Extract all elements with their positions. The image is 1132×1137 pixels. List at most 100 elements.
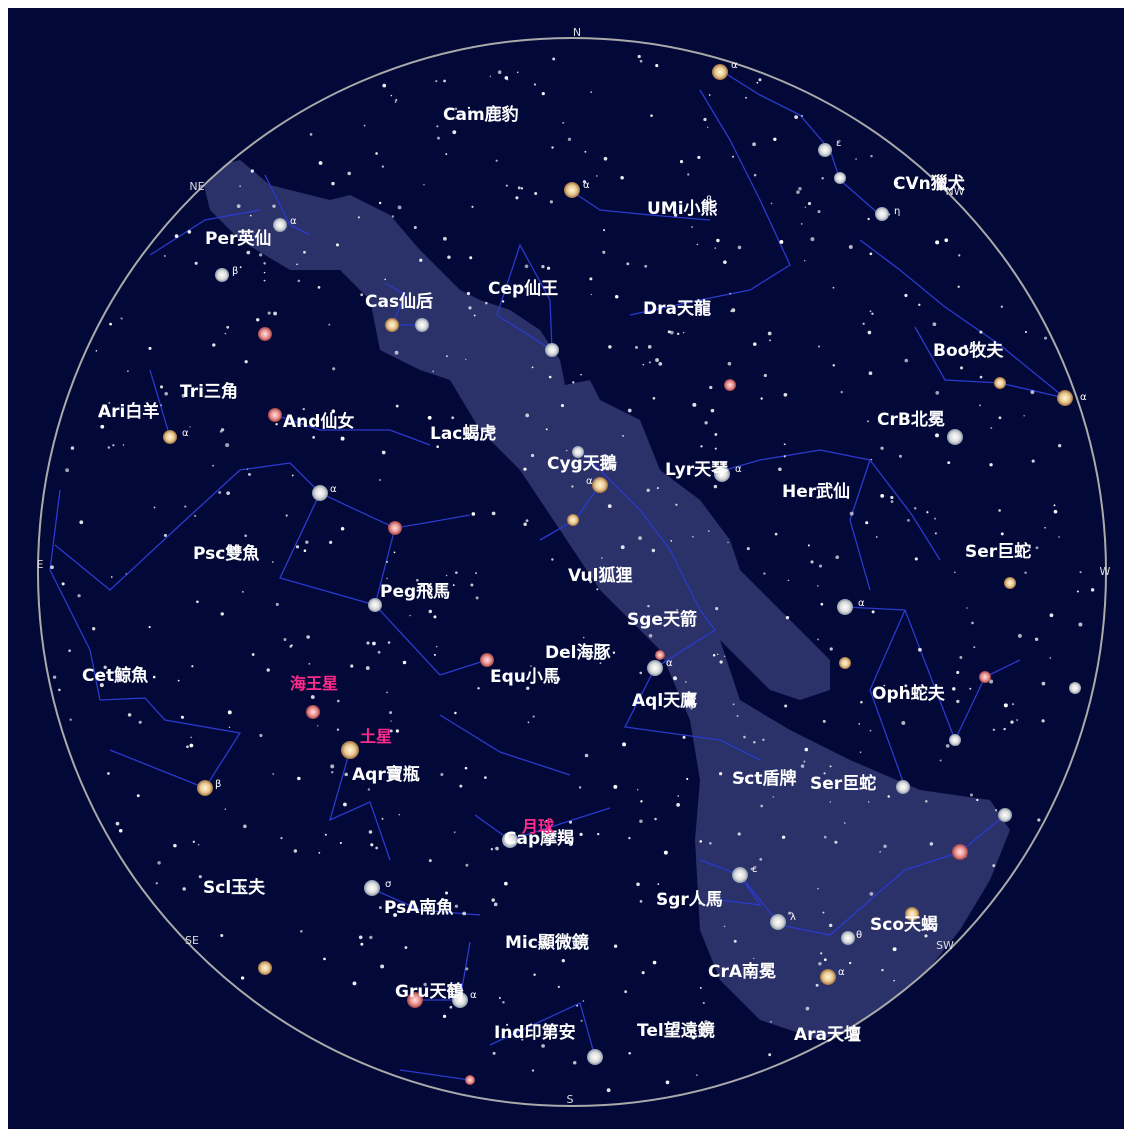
faint-star	[303, 250, 306, 254]
faint-star	[240, 976, 245, 980]
faint-star	[692, 402, 697, 407]
faint-star	[545, 428, 548, 431]
faint-star	[534, 192, 538, 195]
faint-star	[445, 355, 448, 358]
faint-star	[691, 226, 693, 228]
constellation-label: Cet鯨魚	[82, 665, 148, 686]
faint-star	[194, 514, 197, 518]
bright-star	[905, 907, 919, 921]
constellation-label: Cas仙后	[365, 291, 433, 312]
faint-star	[382, 83, 387, 88]
faint-star	[437, 136, 440, 140]
faint-star	[426, 297, 431, 301]
faint-star	[557, 985, 560, 989]
faint-star	[1044, 526, 1046, 529]
faint-star	[241, 590, 244, 593]
faint-star	[599, 657, 603, 660]
faint-star	[103, 665, 107, 669]
faint-star	[606, 1088, 611, 1093]
star-label: α	[666, 658, 673, 669]
faint-star	[767, 331, 772, 336]
faint-star	[613, 784, 618, 789]
faint-star	[939, 759, 942, 762]
faint-star	[190, 736, 192, 739]
faint-star	[719, 772, 723, 776]
faint-star	[956, 670, 960, 675]
faint-star	[582, 1000, 585, 1002]
faint-star	[122, 444, 125, 446]
faint-star	[332, 367, 336, 371]
faint-star	[723, 260, 727, 265]
faint-star	[1000, 532, 1004, 536]
faint-star	[120, 317, 123, 320]
bright-star	[952, 844, 968, 860]
faint-star	[339, 841, 342, 845]
faint-star	[163, 255, 166, 257]
faint-star	[578, 786, 582, 789]
faint-star	[310, 695, 315, 699]
bright-star	[368, 598, 382, 612]
bright-star	[273, 218, 287, 232]
constellation-label: Sct盾牌	[732, 768, 796, 789]
faint-star	[710, 408, 715, 413]
faint-star	[393, 551, 396, 554]
constellation-label: Dra天龍	[643, 298, 711, 319]
faint-star	[545, 819, 548, 822]
faint-star	[419, 258, 423, 262]
faint-star	[469, 256, 473, 260]
star-label: β	[232, 266, 238, 277]
faint-star	[952, 687, 956, 691]
faint-star	[530, 665, 532, 667]
faint-star	[752, 142, 757, 147]
faint-star	[935, 391, 940, 395]
faint-star	[914, 507, 917, 510]
faint-star	[436, 125, 439, 128]
faint-star	[475, 572, 477, 574]
faint-star	[455, 571, 458, 574]
bright-star	[841, 931, 855, 945]
faint-star	[744, 96, 748, 99]
bright-star	[655, 650, 665, 660]
faint-star	[639, 899, 643, 903]
faint-star	[682, 331, 685, 334]
faint-star	[1024, 571, 1027, 575]
bright-star	[215, 268, 229, 282]
faint-star	[665, 1080, 670, 1085]
faint-star	[378, 479, 381, 481]
faint-star	[1041, 681, 1046, 686]
faint-star	[523, 522, 527, 526]
faint-star	[654, 817, 657, 821]
faint-star	[639, 59, 643, 63]
faint-star	[783, 392, 788, 397]
bright-star	[818, 143, 832, 157]
faint-star	[523, 467, 527, 471]
faint-star	[108, 401, 111, 404]
faint-star	[155, 882, 158, 885]
faint-star	[958, 254, 961, 257]
faint-star	[423, 982, 427, 987]
faint-star	[756, 81, 759, 84]
faint-star	[880, 494, 885, 498]
faint-star	[467, 106, 471, 109]
faint-star	[929, 842, 934, 846]
faint-star	[635, 345, 638, 349]
faint-star	[817, 638, 820, 641]
direction-label: SE	[185, 934, 199, 947]
faint-star	[375, 152, 378, 155]
faint-star	[1000, 305, 1004, 308]
faint-star	[107, 772, 110, 775]
constellation-line	[274, 414, 431, 446]
constellation-label: Ser巨蛇	[810, 773, 876, 794]
faint-star	[956, 699, 960, 704]
faint-star	[318, 851, 321, 854]
constellation-line	[859, 239, 1066, 399]
faint-star	[248, 472, 251, 476]
faint-star	[844, 822, 846, 824]
faint-star	[869, 252, 873, 256]
faint-star	[699, 986, 702, 989]
faint-star	[324, 833, 327, 836]
faint-star	[804, 747, 809, 752]
faint-star	[350, 665, 354, 668]
bright-star	[258, 961, 272, 975]
faint-star	[716, 238, 720, 243]
